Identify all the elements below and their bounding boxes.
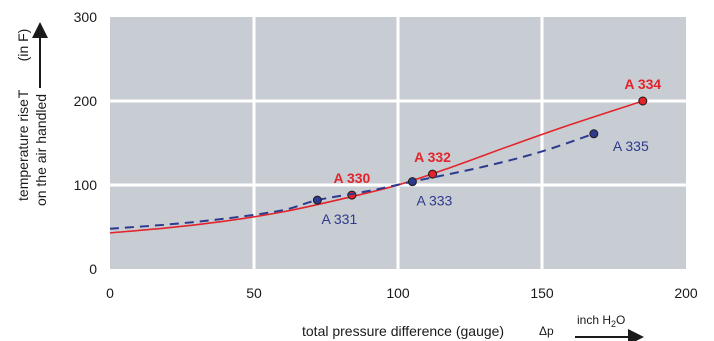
series-layer — [109, 96, 648, 234]
x-axis-unit-tail: O — [616, 313, 625, 327]
x-axis-unit: inch H2O — [577, 313, 625, 329]
series-2 — [109, 129, 599, 230]
series-1-line — [109, 100, 644, 234]
x-axis-unit-sub: 2 — [611, 319, 616, 329]
x-tick-label: 50 — [246, 285, 262, 301]
x-tick-label: 150 — [530, 285, 554, 301]
point-label: A 330 — [333, 170, 370, 186]
y-axis-title-line2: on the air handled — [33, 94, 49, 206]
series-2-line — [109, 132, 595, 230]
y-axis-unit-text: (in F) — [15, 29, 31, 62]
ticks: 0 50 100 150 200 0 100 200 300 — [74, 9, 698, 301]
x-tick-label: 200 — [674, 285, 698, 301]
data-point — [638, 96, 648, 106]
point-label: A 332 — [414, 149, 451, 165]
y-axis-symbol-text: T — [15, 89, 31, 98]
y-axis-symbol: T — [15, 89, 31, 98]
series-1 — [109, 96, 648, 234]
x-axis-unit-main: inch H — [577, 313, 611, 327]
y-tick-label: 0 — [89, 261, 97, 277]
point-label: A 333 — [416, 193, 452, 209]
point-label: A 331 — [321, 211, 357, 227]
data-point — [407, 177, 417, 187]
data-point — [589, 129, 599, 139]
y-axis-title-2: on the air handled — [33, 94, 49, 206]
y-axis-title: temperature rise — [15, 99, 31, 201]
x-axis-title: total pressure difference (gauge) — [302, 323, 504, 339]
y-axis-unit: (in F) — [15, 29, 31, 62]
y-tick-label: 200 — [74, 93, 98, 109]
data-point — [312, 195, 322, 205]
point-label: A 334 — [624, 76, 661, 92]
y-tick-label: 100 — [74, 177, 98, 193]
point-labels: A 330 A 332 A 334 A 331 A 333 A 335 — [321, 76, 661, 227]
point-label: A 335 — [613, 138, 649, 154]
y-tick-label: 300 — [74, 9, 98, 25]
y-axis-title-line1: temperature rise — [15, 99, 31, 201]
x-tick-label: 0 — [106, 285, 114, 301]
x-tick-label: 100 — [386, 285, 410, 301]
data-point — [428, 169, 438, 179]
x-axis-symbol: Δp — [539, 324, 554, 338]
